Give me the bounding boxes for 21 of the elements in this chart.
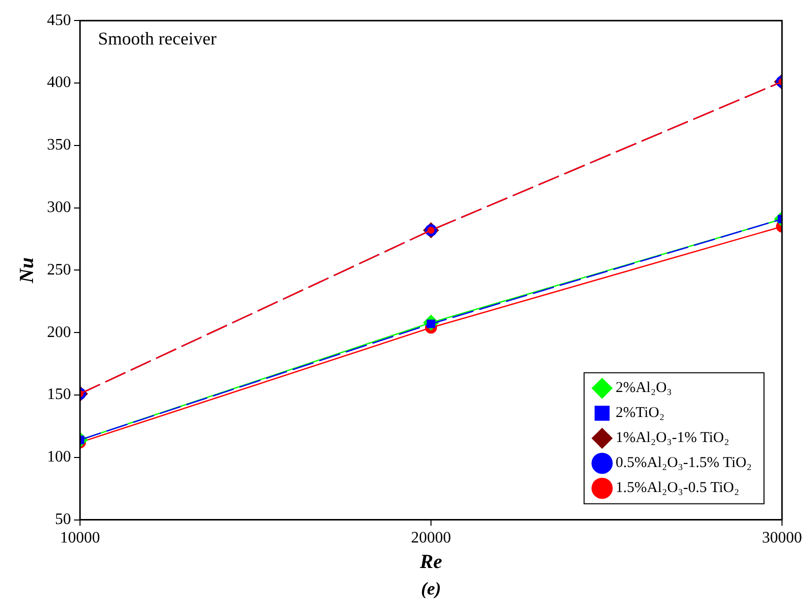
x-axis-title: Re — [418, 551, 442, 574]
legend-label: 2%Al₂O₃ — [616, 380, 672, 396]
legend-label: 2%TiO₂ — [616, 405, 664, 422]
x-tick-label: 10000 — [60, 530, 100, 547]
legend-label: 0.5%Al₂O₃-1.5% TiO₂ — [616, 455, 752, 472]
y-tick-label: 450 — [47, 12, 71, 29]
y-tick-label: 300 — [47, 199, 71, 216]
x-tick-label: 20000 — [411, 530, 451, 547]
legend-label: 1.5%Al₂O₃-0.5 TiO₂ — [616, 480, 740, 496]
legend-label: 1%Al₂O₃-1% TiO₂ — [616, 430, 730, 446]
y-axis-title: Nu — [16, 257, 38, 284]
y-tick-label: 400 — [47, 74, 71, 92]
y-tick-label: 100 — [47, 448, 71, 466]
y-tick-label: 200 — [47, 324, 71, 341]
annotation: Smooth receiver — [98, 28, 216, 48]
y-tick-label: 150 — [47, 386, 71, 404]
x-tick-label: 30000 — [762, 530, 802, 547]
y-tick-label: 350 — [47, 136, 71, 154]
text: (e) — [421, 578, 441, 599]
y-tick-label: 50 — [55, 511, 71, 528]
y-tick-label: 250 — [47, 261, 71, 278]
